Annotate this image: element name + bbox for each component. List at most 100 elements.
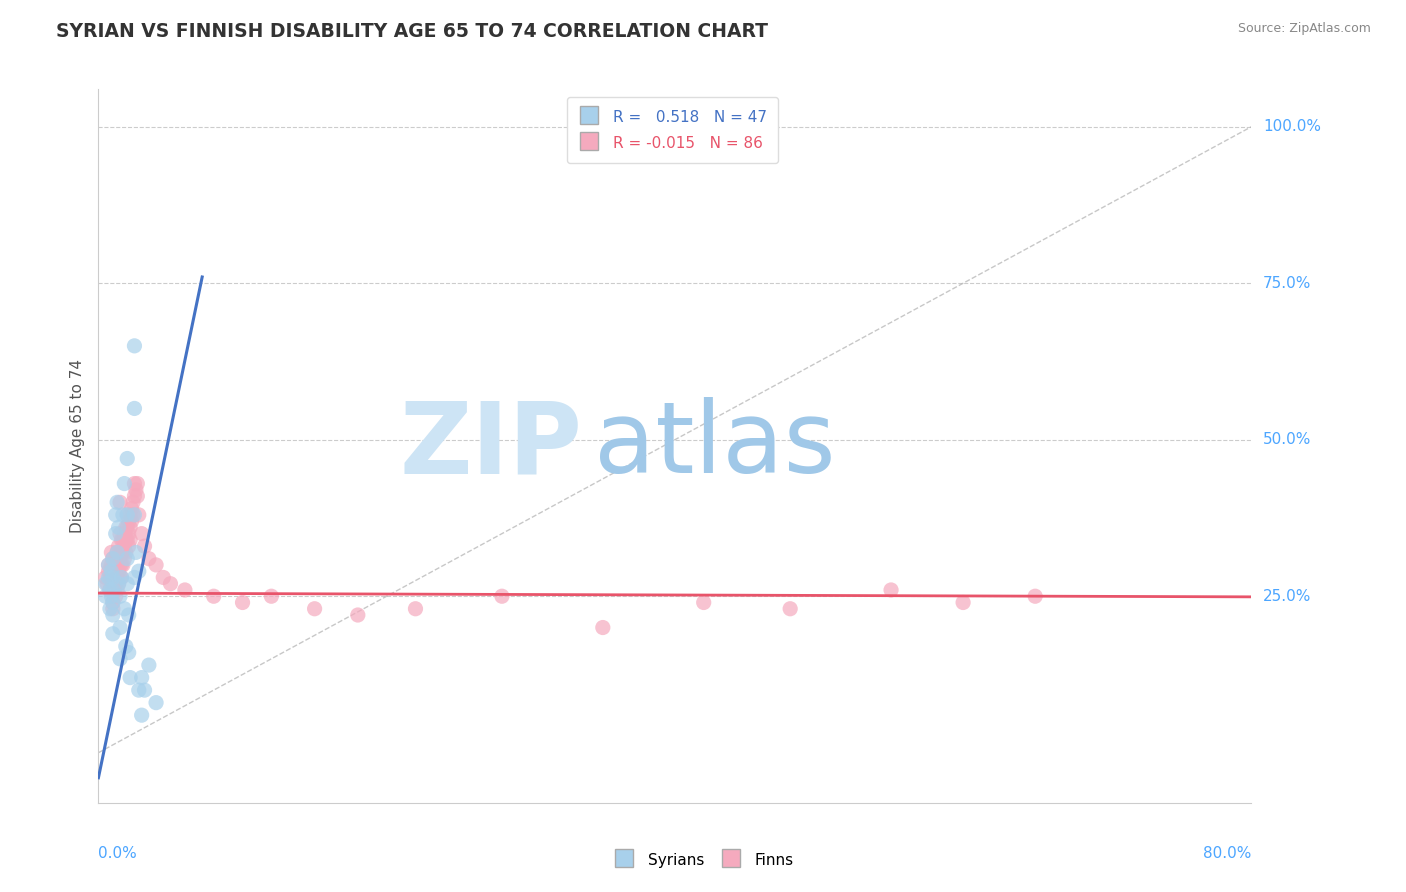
Point <box>111 533 134 547</box>
Point <box>101 570 124 584</box>
Point <box>108 570 131 584</box>
Point <box>96 576 118 591</box>
Point <box>124 476 146 491</box>
Point <box>101 607 124 622</box>
Point <box>138 658 160 673</box>
Point <box>118 526 141 541</box>
Point <box>202 589 225 603</box>
Point <box>108 526 131 541</box>
Point <box>104 508 127 522</box>
Point <box>128 508 150 522</box>
Point <box>107 520 129 534</box>
Point <box>117 533 138 547</box>
Point <box>122 508 145 522</box>
Point <box>94 576 117 591</box>
Point <box>112 539 135 553</box>
Point <box>117 576 138 591</box>
Point <box>103 558 125 572</box>
Point <box>145 696 167 710</box>
Point <box>152 570 174 584</box>
Point <box>131 708 153 723</box>
Text: 80.0%: 80.0% <box>1204 846 1251 861</box>
Text: 75.0%: 75.0% <box>1263 276 1312 291</box>
Point <box>101 582 124 597</box>
Point <box>124 401 146 416</box>
Point <box>108 621 131 635</box>
Point <box>124 570 146 584</box>
Text: 0.0%: 0.0% <box>98 846 138 861</box>
Point <box>108 558 131 572</box>
Point <box>260 589 283 603</box>
Point <box>105 558 128 572</box>
Point <box>112 476 135 491</box>
Point <box>104 576 127 591</box>
Point <box>110 533 132 547</box>
Point <box>174 582 197 597</box>
Point <box>159 576 181 591</box>
Point <box>346 607 368 622</box>
Point <box>117 551 138 566</box>
Point <box>124 508 146 522</box>
Point <box>107 551 129 566</box>
Point <box>98 570 121 584</box>
Point <box>101 582 124 597</box>
Point <box>592 621 614 635</box>
Point <box>105 495 128 509</box>
Point <box>121 514 143 528</box>
Point <box>100 545 122 559</box>
Point <box>105 582 128 597</box>
Point <box>101 595 124 609</box>
Point <box>98 582 121 597</box>
Point <box>97 570 120 584</box>
Point <box>131 526 153 541</box>
Point <box>127 489 149 503</box>
Point <box>101 564 124 578</box>
Point <box>104 551 127 566</box>
Point <box>114 520 136 534</box>
Point <box>100 558 122 572</box>
Point <box>120 671 142 685</box>
Point <box>101 576 124 591</box>
Point <box>108 589 131 603</box>
Point <box>110 558 132 572</box>
Point <box>101 601 124 615</box>
Point <box>118 539 141 553</box>
Point <box>231 595 254 609</box>
Y-axis label: Disability Age 65 to 74: Disability Age 65 to 74 <box>70 359 86 533</box>
Point <box>97 558 120 572</box>
Point <box>124 489 146 503</box>
Point <box>101 551 124 566</box>
Point <box>134 683 156 698</box>
Point <box>111 558 134 572</box>
Legend: Syrians, Finns: Syrians, Finns <box>606 845 800 875</box>
Point <box>127 476 149 491</box>
Point <box>117 508 138 522</box>
Point <box>94 589 117 603</box>
Point <box>114 533 136 547</box>
Point <box>97 564 120 578</box>
Point <box>105 545 128 559</box>
Point <box>145 558 167 572</box>
Point <box>117 451 138 466</box>
Text: SYRIAN VS FINNISH DISABILITY AGE 65 TO 74 CORRELATION CHART: SYRIAN VS FINNISH DISABILITY AGE 65 TO 7… <box>56 22 768 41</box>
Point <box>779 601 801 615</box>
Point <box>101 595 124 609</box>
Point <box>491 589 513 603</box>
Point <box>112 551 135 566</box>
Point <box>128 564 150 578</box>
Point <box>122 495 145 509</box>
Point <box>103 570 125 584</box>
Point <box>108 652 131 666</box>
Point <box>101 627 124 641</box>
Point <box>94 570 117 584</box>
Point <box>120 533 142 547</box>
Point <box>98 601 121 615</box>
Point <box>1024 589 1046 603</box>
Point <box>104 564 127 578</box>
Point <box>110 570 132 584</box>
Point <box>108 495 131 509</box>
Text: 100.0%: 100.0% <box>1263 120 1320 135</box>
Point <box>111 508 134 522</box>
Point <box>111 545 134 559</box>
Point <box>100 564 122 578</box>
